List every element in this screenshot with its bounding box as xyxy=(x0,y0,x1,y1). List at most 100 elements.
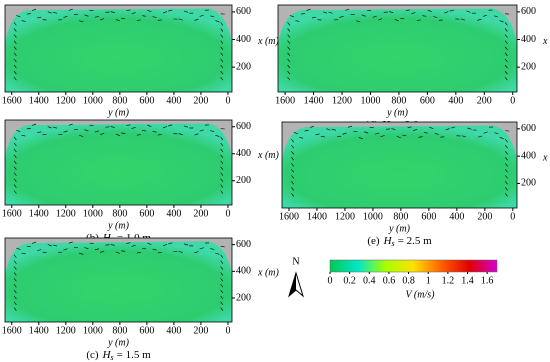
current-arrow xyxy=(126,124,131,126)
current-arrow xyxy=(445,128,450,131)
current-arrow xyxy=(304,130,309,132)
y-tick-label: 1600 xyxy=(275,95,295,106)
current-arrow xyxy=(31,123,37,126)
current-arrow xyxy=(220,272,224,276)
y-tick-label: 0 xyxy=(225,325,230,336)
current-arrow xyxy=(68,8,73,11)
current-arrow xyxy=(215,134,220,137)
current-arrow xyxy=(13,295,17,300)
current-arrow xyxy=(220,28,224,32)
current-arrow xyxy=(21,134,26,137)
current-arrow xyxy=(79,134,84,137)
current-arrow xyxy=(162,11,168,14)
current-arrow xyxy=(220,166,224,170)
current-arrow xyxy=(136,19,141,21)
current-arrow xyxy=(504,70,508,75)
current-arrow xyxy=(344,8,350,11)
current-arrow xyxy=(494,132,499,135)
current-arrow xyxy=(13,172,17,176)
current-arrow xyxy=(126,242,131,244)
current-arrow xyxy=(220,184,224,188)
current-arrow xyxy=(467,127,472,130)
current-arrow xyxy=(291,175,295,179)
current-arrow xyxy=(31,8,37,11)
current-arrow xyxy=(13,22,17,26)
current-arrow xyxy=(504,40,508,44)
north-arrow-half xyxy=(289,273,296,296)
x-tick-label: 200 xyxy=(236,61,251,72)
current-arrow xyxy=(400,17,405,20)
x-tick-label: 200 xyxy=(236,175,251,186)
y-tick-label: 1000 xyxy=(83,95,103,106)
caption-label: (c) xyxy=(86,349,99,361)
water-domain xyxy=(5,8,232,93)
current-arrow xyxy=(220,172,224,176)
water-domain xyxy=(282,125,517,208)
current-arrow xyxy=(416,19,421,21)
current-arrow xyxy=(504,145,508,149)
current-arrow xyxy=(121,132,126,134)
plot-frame xyxy=(281,121,518,209)
y-tick-label: 1000 xyxy=(83,325,103,336)
current-arrow xyxy=(16,15,21,18)
current-arrow xyxy=(309,125,315,128)
water-domain xyxy=(278,8,517,93)
colorbar-tick-label: 0.4 xyxy=(363,275,376,286)
current-arrow xyxy=(483,131,488,134)
current-arrow xyxy=(287,52,291,57)
current-arrow xyxy=(291,157,295,161)
current-arrow xyxy=(52,244,58,247)
current-arrow xyxy=(339,15,344,18)
current-arrow xyxy=(13,283,17,288)
current-arrow xyxy=(331,128,336,131)
caption-subscript: s xyxy=(111,353,114,362)
current-arrow xyxy=(328,11,333,14)
x-tick-label: 200 xyxy=(521,61,536,72)
current-arrow xyxy=(152,248,157,251)
y-tick-label: 0 xyxy=(225,208,230,219)
current-arrow xyxy=(220,64,224,69)
current-arrow xyxy=(94,248,100,251)
current-arrow xyxy=(220,295,224,300)
current-arrow xyxy=(183,10,189,13)
current-arrow xyxy=(115,133,121,136)
current-arrow xyxy=(287,64,291,69)
current-arrow xyxy=(287,34,291,38)
y-tick-label: 1600 xyxy=(2,208,22,219)
plot-frame xyxy=(4,119,233,206)
current-arrow xyxy=(220,154,224,159)
current-arrow xyxy=(136,134,141,136)
current-arrow xyxy=(504,157,508,161)
current-arrow xyxy=(220,136,224,141)
y-tick-label: 0 xyxy=(510,211,515,222)
current-arrow xyxy=(26,245,31,248)
current-arrow xyxy=(13,64,17,69)
current-arrow xyxy=(422,15,427,17)
current-arrow xyxy=(13,76,17,81)
current-arrow xyxy=(311,16,317,19)
current-arrow xyxy=(210,130,215,133)
y-tick-label: 1200 xyxy=(332,95,352,106)
current-arrow xyxy=(100,18,105,21)
current-arrow xyxy=(178,18,183,21)
current-arrow xyxy=(79,20,84,23)
colorbar-tick-label: 1.4 xyxy=(461,275,474,286)
current-arrow xyxy=(291,163,295,167)
colorbar xyxy=(329,259,498,273)
current-arrow xyxy=(504,22,508,26)
y-tick-label: 600 xyxy=(420,95,435,106)
current-arrow xyxy=(68,123,73,126)
y-tick-label: 1000 xyxy=(360,95,380,106)
current-arrow xyxy=(434,133,439,135)
x-tick-label: 400 xyxy=(521,34,536,45)
current-arrow xyxy=(504,151,508,155)
current-arrow xyxy=(493,15,499,18)
current-arrow xyxy=(115,251,121,254)
current-arrow xyxy=(131,12,136,15)
caption-symbol: H xyxy=(383,235,393,247)
current-arrow xyxy=(47,11,52,14)
current-arrow xyxy=(220,178,224,182)
current-arrow xyxy=(482,14,488,17)
current-arrow xyxy=(291,145,295,149)
